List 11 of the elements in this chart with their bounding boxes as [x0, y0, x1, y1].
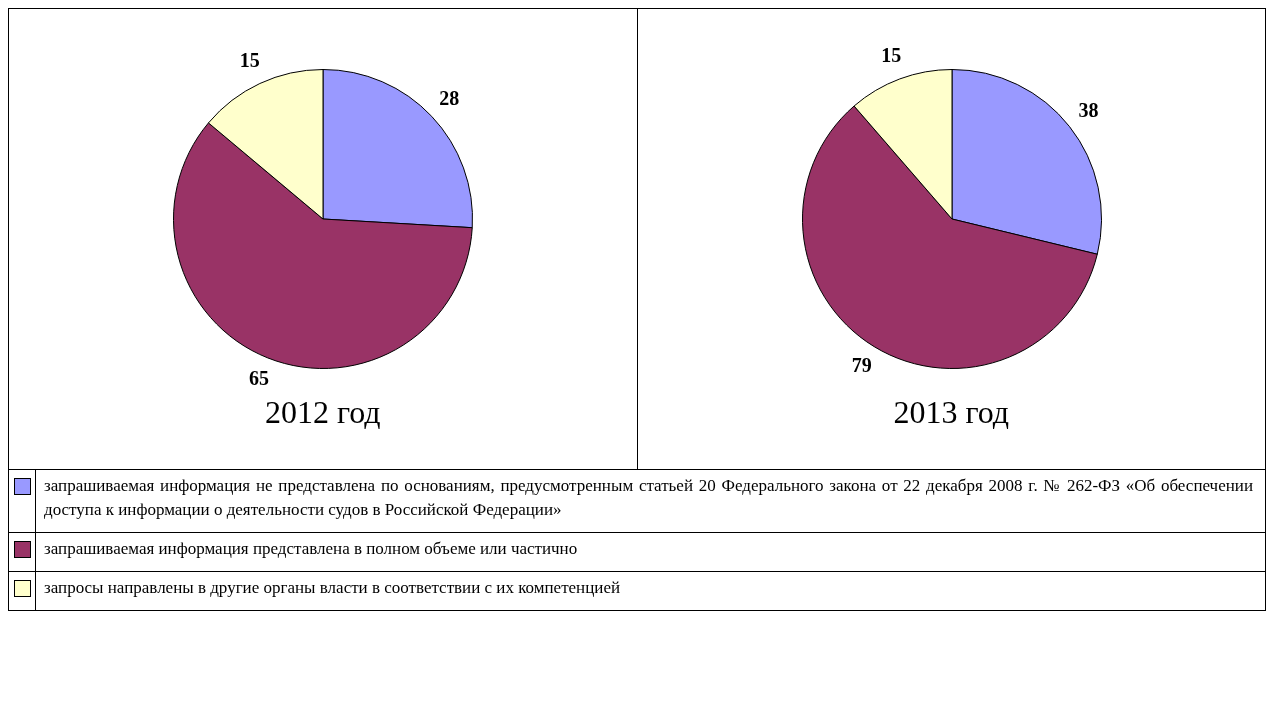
- legend-label: запросы направлены в другие органы власти в соответствии с их компетенцией: [35, 571, 1266, 611]
- text: 2012 год: [263, 394, 382, 431]
- data-label: 65: [248, 367, 269, 390]
- text: 2013 год: [892, 394, 1011, 431]
- data-label: 79: [851, 354, 872, 377]
- data-label: 38: [1077, 98, 1098, 121]
- data-label: 15: [239, 48, 260, 71]
- legend-label: запрашиваемая информация представлена в полном объеме или частично: [35, 532, 1266, 572]
- data-label: 15: [880, 43, 901, 66]
- data-label: 28: [439, 87, 460, 110]
- legend-label: запрашиваемая информация не представлена по основаниям, предусмотренным статьей 20 Федерального закона от 22 декабря 2008 г. № 262-ФЗ «Об обеспечении доступа к информации о деятельности судов в Российской Федерации»: [35, 469, 1266, 533]
